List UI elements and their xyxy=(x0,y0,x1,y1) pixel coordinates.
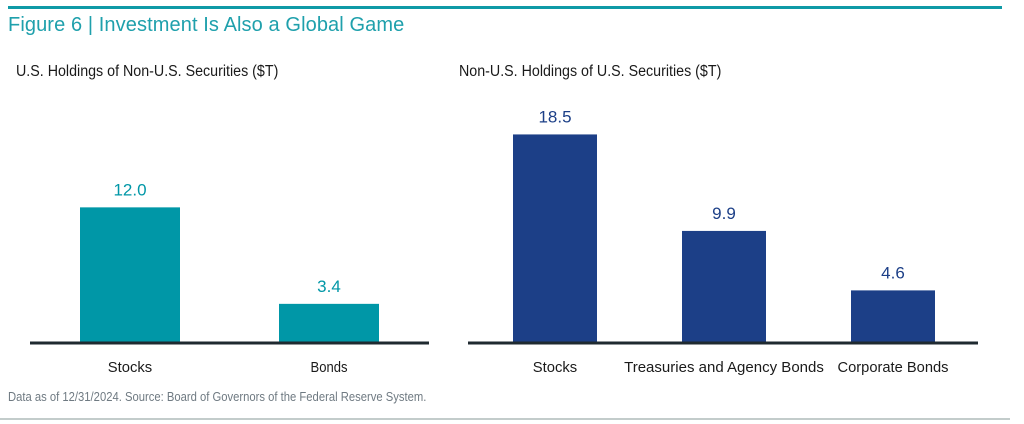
left-bar-stocks xyxy=(80,207,180,342)
left-category-label: Bonds xyxy=(311,359,348,376)
left-chart: 12.0 Stocks 3.4 Bonds xyxy=(30,180,429,376)
top-accent-rule xyxy=(8,6,1002,9)
right-value-label: 9.9 xyxy=(712,204,736,223)
left-value-label: 12.0 xyxy=(113,180,146,199)
right-bar-corporate-bonds xyxy=(851,290,935,342)
right-category-label: Corporate Bonds xyxy=(838,359,949,376)
figure-title: Figure 6 | Investment Is Also a Global G… xyxy=(8,14,405,36)
right-category-label: Stocks xyxy=(533,359,577,376)
bottom-rule xyxy=(0,418,1010,420)
left-chart-title: U.S. Holdings of Non-U.S. Securities ($T… xyxy=(16,63,279,80)
source-footnote: Data as of 12/31/2024. Source: Board of … xyxy=(8,390,427,404)
left-category-label: Stocks xyxy=(108,359,152,376)
right-value-label: 18.5 xyxy=(538,107,571,126)
left-value-label: 3.4 xyxy=(317,277,341,296)
right-bar-stocks xyxy=(513,134,597,342)
left-bar-bonds xyxy=(279,303,379,342)
right-chart-title: Non-U.S. Holdings of U.S. Securities ($T… xyxy=(459,63,722,80)
right-bar-treasuries-and-agency-bonds xyxy=(682,230,766,342)
right-category-label: Treasuries and Agency Bonds xyxy=(624,359,824,376)
right-chart: 18.5 Stocks 9.9 Treasuries and Agency Bonds… xyxy=(468,107,978,376)
right-value-label: 4.6 xyxy=(881,263,905,282)
